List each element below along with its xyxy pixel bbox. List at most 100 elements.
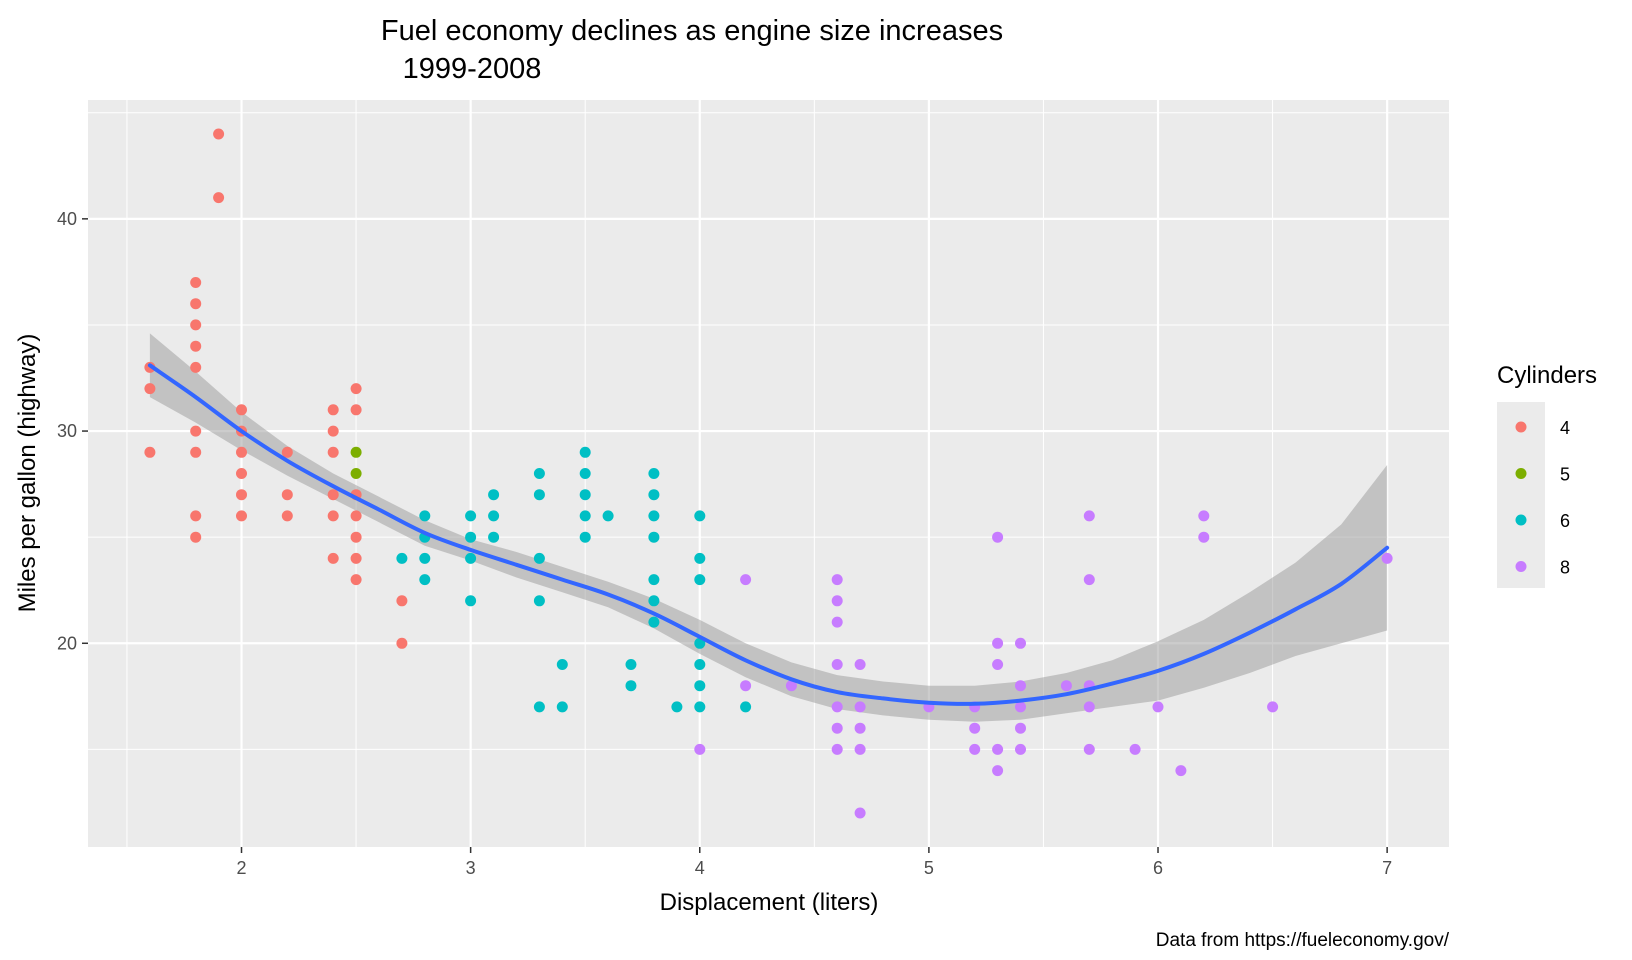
point-cyl-8 — [1015, 722, 1026, 734]
point-cyl-8 — [1083, 743, 1095, 755]
legend-label-6: 6 — [1560, 511, 1570, 531]
point-cyl-4 — [350, 531, 362, 543]
y-axis: 20 30 40 — [57, 209, 88, 653]
point-cyl-8 — [1129, 743, 1141, 755]
point-cyl-4 — [190, 425, 202, 437]
legend-label-8: 8 — [1560, 558, 1570, 578]
point-cyl-8 — [1015, 701, 1026, 713]
point-cyl-8 — [831, 743, 843, 755]
point-cyl-8 — [1060, 680, 1072, 692]
point-cyl-4 — [327, 489, 339, 501]
point-cyl-4 — [350, 552, 362, 564]
point-cyl-6 — [579, 446, 591, 458]
point-cyl-6 — [533, 552, 545, 564]
legend-key-background — [1497, 402, 1545, 588]
point-cyl-8 — [831, 722, 843, 734]
point-cyl-6 — [648, 510, 660, 522]
point-cyl-4 — [396, 595, 408, 607]
y-tick-label: 20 — [57, 633, 77, 653]
point-cyl-6 — [694, 659, 706, 670]
legend-items: 4 5 6 8 — [1515, 418, 1570, 578]
x-tick-label: 5 — [924, 858, 934, 878]
point-cyl-6 — [648, 489, 660, 501]
point-cyl-8 — [992, 531, 1004, 543]
point-cyl-8 — [969, 722, 981, 734]
point-cyl-6 — [648, 468, 660, 479]
point-cyl-4 — [396, 637, 408, 649]
point-cyl-6 — [740, 701, 752, 713]
point-cyl-8 — [831, 595, 843, 607]
point-cyl-6 — [648, 531, 660, 543]
point-cyl-8 — [1083, 574, 1095, 586]
point-cyl-6 — [533, 468, 545, 479]
chart-title: Fuel economy declines as engine size inc… — [381, 15, 1003, 47]
point-cyl-8 — [992, 659, 1004, 670]
point-cyl-8 — [854, 701, 866, 713]
point-cyl-4 — [144, 446, 156, 458]
point-cyl-8 — [1175, 765, 1187, 777]
point-cyl-4 — [281, 510, 293, 522]
point-cyl-4 — [236, 404, 247, 416]
point-cyl-4 — [327, 425, 339, 437]
point-cyl-6 — [671, 701, 683, 713]
point-cyl-8 — [831, 659, 843, 670]
point-cyl-4 — [236, 510, 247, 522]
point-cyl-4 — [213, 192, 225, 204]
point-cyl-4 — [190, 319, 202, 331]
x-tick-label: 2 — [237, 858, 247, 878]
x-axis: 2 3 4 5 6 7 — [237, 847, 1392, 878]
point-cyl-6 — [533, 701, 545, 713]
point-cyl-6 — [694, 510, 706, 522]
legend: Cylinders 4 5 6 8 — [1497, 362, 1597, 588]
point-cyl-6 — [694, 552, 706, 564]
point-cyl-6 — [625, 659, 637, 670]
point-cyl-8 — [831, 616, 843, 628]
x-tick-label: 7 — [1382, 858, 1392, 878]
point-cyl-8 — [1015, 680, 1026, 692]
point-cyl-4 — [213, 128, 225, 140]
point-cyl-8 — [992, 765, 1004, 777]
y-axis-title: Miles per gallon (highway) — [14, 334, 41, 613]
point-cyl-5 — [350, 468, 362, 479]
point-cyl-6 — [579, 531, 591, 543]
y-tick-label: 40 — [57, 209, 77, 229]
point-cyl-8 — [992, 743, 1004, 755]
legend-label-5: 5 — [1560, 465, 1570, 485]
point-cyl-8 — [854, 659, 866, 670]
point-cyl-6 — [556, 701, 568, 713]
point-cyl-4 — [350, 383, 362, 395]
point-cyl-4 — [190, 510, 202, 522]
point-cyl-8 — [969, 743, 981, 755]
point-cyl-6 — [533, 489, 545, 501]
point-cyl-6 — [579, 489, 591, 501]
point-cyl-6 — [648, 574, 660, 586]
point-cyl-4 — [190, 298, 202, 310]
legend-key-5 — [1515, 468, 1527, 479]
legend-key-6 — [1515, 514, 1527, 526]
point-cyl-4 — [350, 404, 362, 416]
point-cyl-6 — [488, 531, 500, 543]
smooth-line — [147, 363, 1390, 706]
point-cyl-8 — [1152, 701, 1164, 713]
point-cyl-6 — [625, 680, 637, 692]
point-cyl-4 — [144, 383, 156, 395]
x-tick-label: 4 — [695, 858, 705, 878]
point-cyl-4 — [190, 446, 202, 458]
point-cyl-8 — [1083, 510, 1095, 522]
point-cyl-6 — [694, 574, 706, 586]
point-cyl-8 — [992, 637, 1004, 649]
point-cyl-6 — [488, 489, 500, 501]
point-cyl-8 — [831, 701, 843, 713]
point-cyl-4 — [327, 404, 339, 416]
point-cyl-4 — [190, 277, 202, 288]
legend-label-4: 4 — [1560, 418, 1570, 438]
point-cyl-4 — [236, 489, 247, 501]
point-cyl-8 — [1015, 637, 1026, 649]
point-cyl-6 — [465, 531, 477, 543]
point-cyl-6 — [419, 574, 431, 586]
point-cyl-4 — [350, 510, 362, 522]
point-cyl-6 — [556, 659, 568, 670]
point-cyl-6 — [419, 552, 431, 564]
point-cyl-8 — [1083, 701, 1095, 713]
point-cyl-4 — [236, 468, 247, 479]
